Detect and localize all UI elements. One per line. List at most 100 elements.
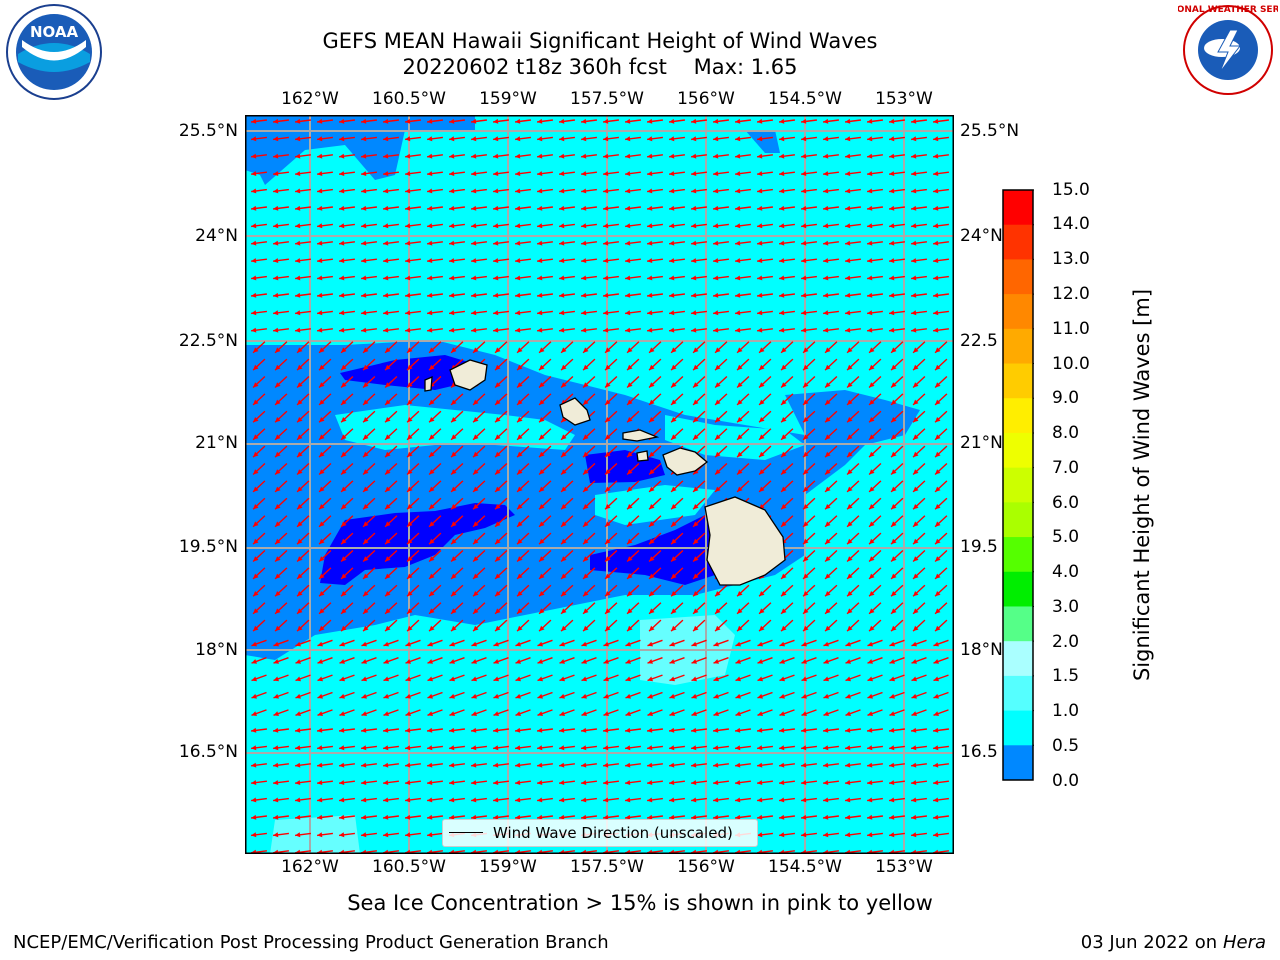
wind-arrow-head: [911, 814, 917, 820]
wind-arrow-head: [539, 486, 545, 492]
wind-arrow-head: [275, 521, 281, 527]
wind-arrow-head: [803, 434, 809, 440]
wind-arrow-head: [295, 310, 301, 316]
wind-arrow-head: [891, 556, 897, 562]
wind-arrow-head: [341, 573, 347, 579]
wind-arrow-head: [847, 608, 853, 614]
wind-arrow-head: [559, 275, 565, 281]
wind-arrow-head: [669, 711, 675, 716]
wind-arrow-head: [339, 205, 345, 211]
wind-arrow-head: [935, 399, 941, 405]
wind-arrow-head: [581, 292, 587, 298]
wind-arrow-head: [427, 659, 433, 664]
wind-arrow-head: [583, 469, 589, 475]
wind-arrow-head: [891, 625, 897, 632]
wind-arrow-head: [647, 727, 653, 733]
wind-arrow-head: [911, 136, 917, 142]
wind-arrow-head: [317, 727, 323, 733]
map-legend: Wind Wave Direction (unscaled): [442, 819, 758, 847]
colorbar-tick: 10.0: [1052, 354, 1090, 374]
wind-arrow-head: [869, 451, 875, 458]
wind-arrow-head: [495, 608, 501, 614]
wind-arrow-head: [495, 521, 501, 527]
wind-arrow-head: [471, 153, 477, 159]
wind-arrow-head: [935, 608, 941, 614]
wind-arrow-head: [363, 486, 369, 492]
wind-arrow-head: [407, 538, 413, 545]
wind-arrow-head: [759, 434, 765, 440]
wind-arrow-head: [759, 417, 765, 423]
wind-arrow-head: [251, 814, 257, 820]
wind-arrow-head: [913, 399, 919, 405]
wind-arrow-head: [801, 188, 807, 194]
wind-arrow-head: [737, 399, 743, 405]
wind-arrow-head: [451, 451, 457, 458]
wind-arrow-head: [407, 504, 413, 510]
wind-arrow-head: [383, 136, 389, 142]
wind-arrow-head: [693, 382, 699, 388]
wind-arrow-head: [823, 258, 829, 263]
colorbar-tick: 11.0: [1052, 319, 1090, 339]
wind-arrow-head: [735, 118, 741, 124]
wind-arrow-head: [559, 676, 565, 682]
wind-arrow-head: [515, 711, 521, 716]
wind-arrow-head: [559, 136, 565, 142]
wind-arrow-head: [471, 762, 477, 768]
wind-arrow-head: [759, 469, 765, 475]
wind-arrow-head: [737, 434, 743, 440]
wind-arrow-head: [493, 727, 499, 733]
wind-arrow-head: [603, 310, 609, 316]
wind-arrow-head: [713, 814, 719, 820]
wind-arrow-head: [471, 292, 477, 298]
wind-arrow-head: [649, 486, 655, 492]
wind-arrow-head: [867, 240, 873, 246]
wind-arrow-head: [295, 136, 301, 142]
wind-arrow-head: [935, 521, 941, 527]
wind-arrow-head: [539, 347, 545, 353]
wind-arrow-head: [363, 625, 369, 632]
wind-arrow-head: [803, 399, 809, 405]
wind-arrow-head: [845, 205, 851, 211]
wind-arrow-head: [339, 727, 345, 733]
wind-arrow-head: [671, 608, 677, 614]
wind-arrow-head: [383, 676, 389, 682]
wind-arrow-head: [757, 727, 763, 733]
wind-arrow-head: [779, 188, 785, 194]
wind-arrow-head: [273, 727, 279, 733]
wind-arrow-head: [735, 223, 741, 229]
wind-arrow-head: [363, 469, 369, 475]
wind-arrow-head: [295, 727, 301, 733]
wind-arrow-head: [517, 451, 523, 458]
map-frame: [245, 115, 954, 854]
wind-arrow-head: [449, 205, 455, 211]
wind-arrow-head: [869, 538, 875, 545]
wind-arrow-head: [625, 727, 631, 733]
wind-arrow-head: [341, 347, 347, 353]
wind-arrow-head: [429, 591, 435, 597]
colorbar-tick: 0.0: [1052, 771, 1080, 791]
wind-arrow-head: [495, 347, 501, 353]
wind-arrow-head: [583, 486, 589, 492]
wind-arrow-head: [867, 153, 873, 159]
wind-arrow-head: [273, 745, 279, 751]
wind-arrow-head: [649, 347, 655, 353]
wind-arrow-head: [735, 711, 741, 716]
wind-arrow-head: [361, 641, 367, 647]
wind-arrow-head: [429, 469, 435, 475]
wind-arrow-head: [935, 486, 941, 492]
wave-band-1.0-1.5: [665, 415, 805, 460]
wind-arrow-head: [427, 814, 433, 820]
wind-arrow-head: [515, 676, 521, 682]
wind-arrow-head: [869, 486, 875, 492]
wind-arrow-head: [537, 780, 543, 785]
wind-arrow-head: [757, 292, 763, 298]
wind-arrow-head: [583, 364, 589, 371]
wind-arrow-head: [737, 364, 743, 371]
wind-arrow-head: [625, 205, 631, 211]
wind-arrow-head: [427, 780, 433, 785]
wind-arrow-head: [669, 310, 675, 316]
wind-arrow-head: [779, 797, 785, 803]
wind-arrow-head: [691, 676, 697, 682]
wind-arrow-head: [847, 504, 853, 510]
colorbar-tick: 9.0: [1052, 388, 1080, 408]
